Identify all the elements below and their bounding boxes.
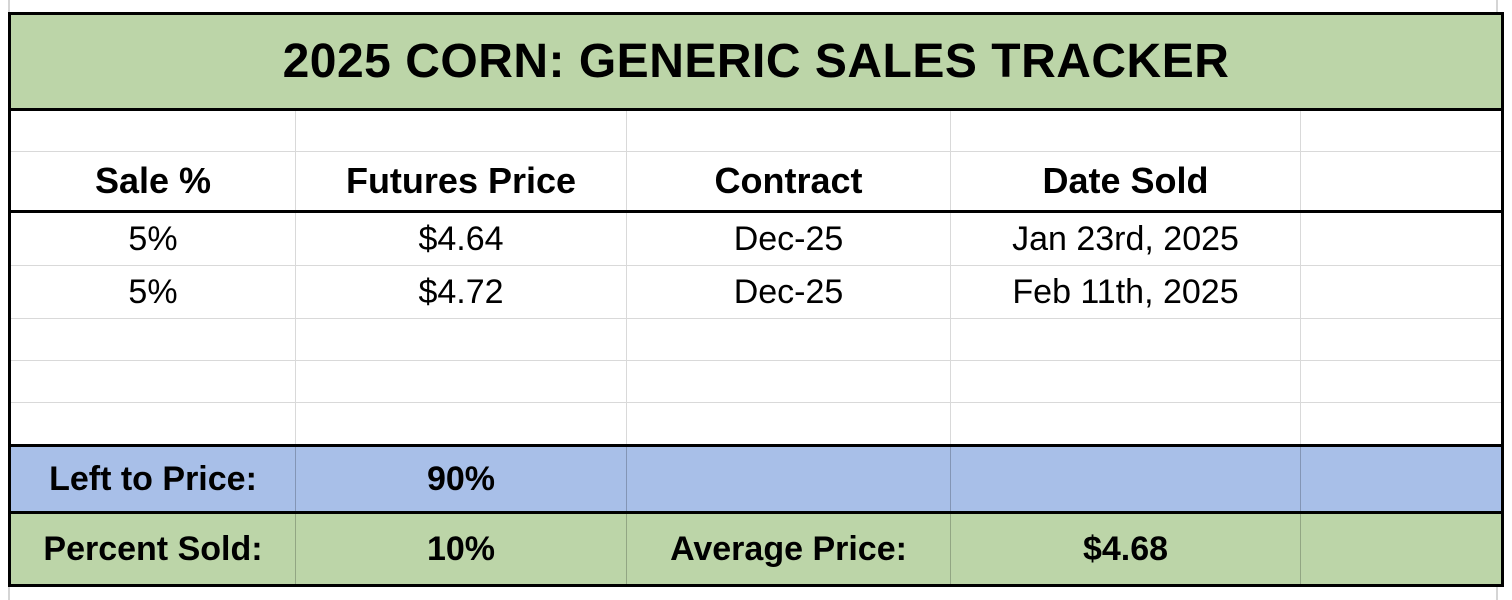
left-to-price-label-cell[interactable]: Left to Price: (11, 447, 296, 511)
empty-cell[interactable] (1301, 319, 1501, 360)
gridline-stub-top-left (8, 0, 10, 13)
empty-cell[interactable] (296, 319, 627, 360)
cell-sale-pct[interactable]: 5% (11, 213, 296, 265)
left-to-price-value-cell[interactable]: 90% (296, 447, 627, 511)
header-cell-empty[interactable] (1301, 152, 1501, 210)
average-price-label-cell[interactable]: Average Price: (627, 514, 951, 584)
gridline-stub-bottom-right (1496, 587, 1498, 600)
empty-cell[interactable] (627, 111, 951, 151)
empty-row (11, 361, 1501, 403)
empty-cell[interactable] (951, 361, 1301, 402)
empty-cell[interactable] (1301, 514, 1501, 584)
cell-futures-price[interactable]: $4.64 (296, 213, 627, 265)
cell-empty[interactable] (1301, 213, 1501, 265)
gridline-stub-bottom-left (8, 587, 10, 600)
title-row: 2025 CORN: GENERIC SALES TRACKER (11, 15, 1501, 111)
empty-cell[interactable] (951, 447, 1301, 511)
table-title-cell[interactable]: 2025 CORN: GENERIC SALES TRACKER (11, 15, 1501, 108)
header-cell-futures-price[interactable]: Futures Price (296, 152, 627, 210)
percent-sold-value-cell[interactable]: 10% (296, 514, 627, 584)
header-cell-date-sold[interactable]: Date Sold (951, 152, 1301, 210)
average-price-value-cell[interactable]: $4.68 (951, 514, 1301, 584)
empty-cell[interactable] (1301, 361, 1501, 402)
cell-contract[interactable]: Dec-25 (627, 213, 951, 265)
empty-cell[interactable] (1301, 403, 1501, 444)
percent-sold-row: Percent Sold: 10% Average Price: $4.68 (11, 514, 1501, 584)
cell-date-sold[interactable]: Jan 23rd, 2025 (951, 213, 1301, 265)
spacer-row (11, 111, 1501, 152)
empty-cell[interactable] (296, 403, 627, 444)
empty-cell[interactable] (627, 403, 951, 444)
cell-contract[interactable]: Dec-25 (627, 266, 951, 318)
empty-cell[interactable] (951, 319, 1301, 360)
empty-cell[interactable] (11, 361, 296, 402)
empty-cell[interactable] (951, 111, 1301, 151)
table-row: 5% $4.72 Dec-25 Feb 11th, 2025 (11, 266, 1501, 319)
empty-cell[interactable] (627, 319, 951, 360)
gridline-stub-top-right (1496, 0, 1498, 13)
left-to-price-row: Left to Price: 90% (11, 444, 1501, 514)
cell-futures-price[interactable]: $4.72 (296, 266, 627, 318)
empty-row (11, 319, 1501, 361)
cell-sale-pct[interactable]: 5% (11, 266, 296, 318)
cell-empty[interactable] (1301, 266, 1501, 318)
empty-cell[interactable] (627, 447, 951, 511)
sales-tracker-table: 2025 CORN: GENERIC SALES TRACKER Sale % … (8, 12, 1504, 587)
empty-cell[interactable] (1301, 111, 1501, 151)
percent-sold-label-cell[interactable]: Percent Sold: (11, 514, 296, 584)
header-row: Sale % Futures Price Contract Date Sold (11, 152, 1501, 213)
cell-date-sold[interactable]: Feb 11th, 2025 (951, 266, 1301, 318)
table-row: 5% $4.64 Dec-25 Jan 23rd, 2025 (11, 213, 1501, 266)
empty-cell[interactable] (1301, 447, 1501, 511)
empty-cell[interactable] (11, 403, 296, 444)
header-cell-contract[interactable]: Contract (627, 152, 951, 210)
empty-cell[interactable] (627, 361, 951, 402)
empty-row (11, 403, 1501, 444)
empty-cell[interactable] (951, 403, 1301, 444)
header-cell-sale-pct[interactable]: Sale % (11, 152, 296, 210)
empty-cell[interactable] (11, 319, 296, 360)
empty-cell[interactable] (11, 111, 296, 151)
empty-cell[interactable] (296, 361, 627, 402)
empty-cell[interactable] (296, 111, 627, 151)
